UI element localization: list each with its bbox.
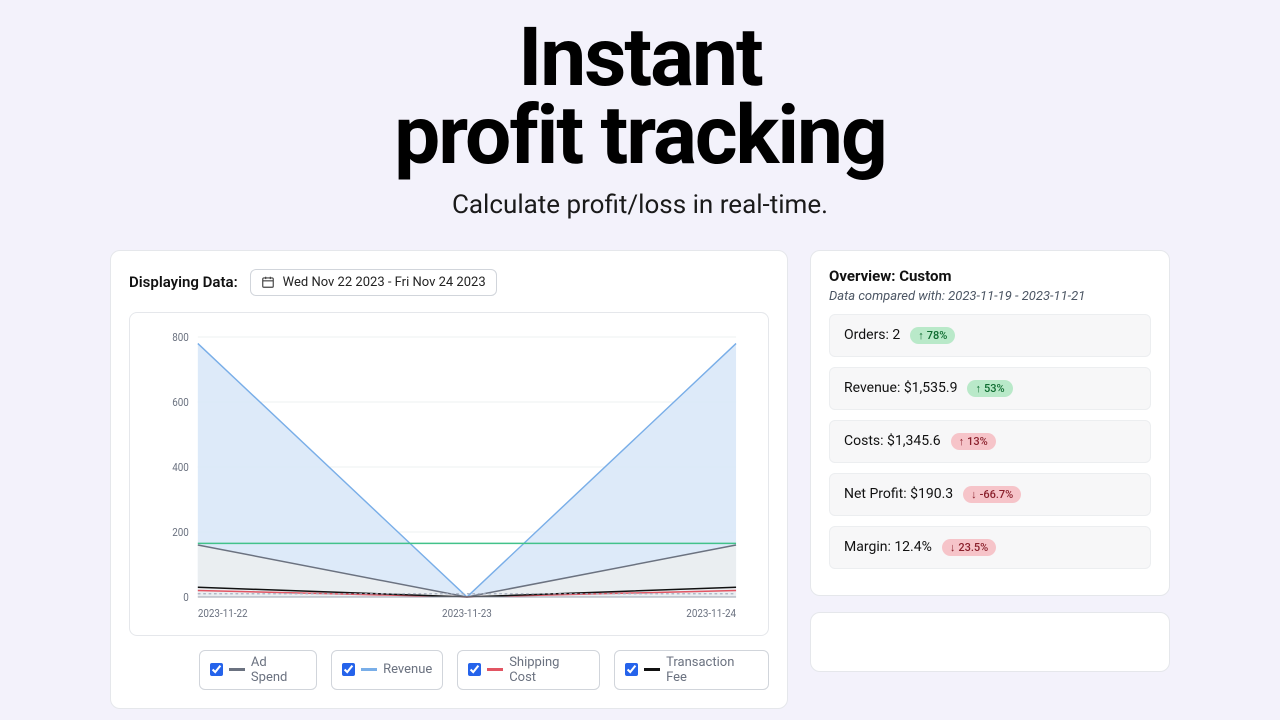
calendar-icon: [261, 275, 275, 289]
dashboard: Displaying Data: Wed Nov 22 2023 - Fri N…: [0, 220, 1280, 709]
legend-swatch: [361, 668, 377, 671]
stat-row: Margin: 12.4% 23.5%: [829, 526, 1151, 569]
legend-swatch: [644, 668, 660, 671]
stat-label: Margin: 12.4%: [844, 539, 932, 555]
legend-checkbox[interactable]: [210, 663, 223, 676]
change-pill: 13%: [951, 433, 996, 450]
side-panel: Overview: Custom Data compared with: 202…: [810, 250, 1170, 709]
legend-label: Ad Spend: [251, 655, 306, 685]
legend-item-ad_spend[interactable]: Ad Spend: [199, 650, 317, 690]
stat-row: Revenue: $1,535.9 53%: [829, 367, 1151, 410]
date-range-picker[interactable]: Wed Nov 22 2023 - Fri Nov 24 2023: [250, 269, 497, 296]
legend-checkbox[interactable]: [342, 663, 355, 676]
stat-label: Net Profit: $190.3: [844, 486, 953, 502]
legend-label: Transaction Fee: [666, 655, 758, 685]
stat-label: Revenue: $1,535.9: [844, 380, 957, 396]
svg-text:2023-11-23: 2023-11-23: [442, 606, 492, 620]
chart-container: 0 200 400 600 800 2023-11-22 2023-11-23 2023-11…: [129, 312, 769, 636]
hero-section: Instant profit tracking Calculate profit…: [0, 0, 1280, 220]
svg-text:600: 600: [172, 395, 189, 409]
overview-card: Overview: Custom Data compared with: 202…: [810, 250, 1170, 596]
change-pill: 23.5%: [942, 539, 996, 556]
side-card-empty: [810, 612, 1170, 672]
svg-text:800: 800: [172, 330, 189, 344]
legend-label: Revenue: [383, 662, 432, 677]
stat-row: Net Profit: $190.3 -66.7%: [829, 473, 1151, 516]
main-panel: Displaying Data: Wed Nov 22 2023 - Fri N…: [110, 250, 788, 709]
change-pill: 78%: [910, 327, 955, 344]
legend-row: Ad Spend Revenue Shipping Cost Transaction …: [129, 650, 769, 690]
svg-text:400: 400: [172, 460, 189, 474]
legend-item-shipping_cost[interactable]: Shipping Cost: [457, 650, 600, 690]
svg-text:2023-11-24: 2023-11-24: [686, 606, 736, 620]
stat-label: Costs: $1,345.6: [844, 433, 941, 449]
overview-title: Overview: Custom: [829, 267, 1151, 285]
overview-subtitle: Data compared with: 2023-11-19 - 2023-11…: [829, 289, 1151, 304]
stats-list: Orders: 2 78% Revenue: $1,535.9 53% Costs: $…: [829, 314, 1151, 569]
hero-subtitle: Calculate profit/loss in real-time.: [0, 190, 1280, 220]
svg-text:2023-11-22: 2023-11-22: [198, 606, 248, 620]
displaying-data-label: Displaying Data:: [129, 273, 238, 291]
legend-item-transaction_fee[interactable]: Transaction Fee: [614, 650, 769, 690]
legend-swatch: [487, 668, 503, 671]
chart: 0 200 400 600 800 2023-11-22 2023-11-23 2023-11…: [144, 327, 754, 627]
legend-item-revenue[interactable]: Revenue: [331, 650, 443, 690]
date-range-text: Wed Nov 22 2023 - Fri Nov 24 2023: [283, 275, 486, 290]
svg-text:0: 0: [183, 590, 189, 604]
hero-title-line1: Instant: [0, 20, 1280, 98]
stat-row: Orders: 2 78%: [829, 314, 1151, 357]
stat-row: Costs: $1,345.6 13%: [829, 420, 1151, 463]
svg-text:200: 200: [172, 525, 189, 539]
legend-checkbox[interactable]: [468, 663, 481, 676]
hero-title-line2: profit tracking: [0, 98, 1280, 176]
data-header: Displaying Data: Wed Nov 22 2023 - Fri N…: [129, 269, 769, 296]
legend-checkbox[interactable]: [625, 663, 638, 676]
stat-label: Orders: 2: [844, 327, 900, 343]
change-pill: -66.7%: [963, 486, 1021, 503]
hero-title: Instant profit tracking: [0, 20, 1280, 176]
legend-swatch: [229, 668, 245, 671]
legend-label: Shipping Cost: [509, 655, 589, 685]
change-pill: 53%: [967, 380, 1012, 397]
